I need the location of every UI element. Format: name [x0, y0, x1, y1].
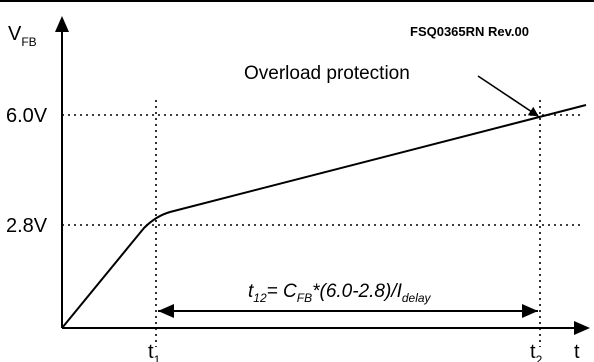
annotation-arrow: [477, 75, 539, 117]
t12-right-arrow-icon: [522, 304, 538, 318]
annotation-overload-protection: Overload protection: [244, 63, 410, 84]
x-axis-label: t: [574, 341, 580, 362]
y-tick-6v: 6.0V: [6, 105, 48, 127]
y-axis-arrow-icon: [55, 16, 69, 32]
y-tick-2-8v: 2.8V: [6, 215, 48, 237]
x-axis-arrow-icon: [574, 321, 590, 335]
x-tick-t2: t2: [530, 341, 543, 362]
doc-code: FSQ0365RN Rev.00: [410, 24, 529, 39]
vfb-curve: [61, 104, 587, 329]
t12-formula: t12= CFB*(6.0-2.8)/Idelay: [248, 281, 432, 305]
y-axis-label: VFB: [8, 23, 37, 49]
x-tick-t1: t1: [148, 341, 161, 362]
t12-left-arrow-icon: [158, 304, 174, 318]
